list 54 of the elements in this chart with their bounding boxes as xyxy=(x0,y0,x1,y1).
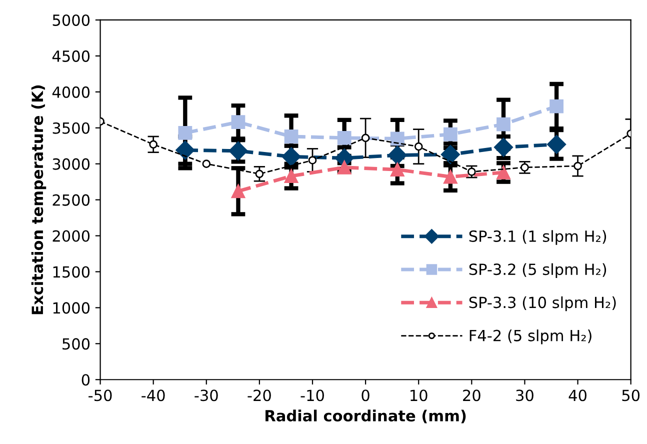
point xyxy=(390,162,404,177)
point xyxy=(388,146,407,165)
x-tick-label: -50 xyxy=(88,390,112,402)
x-tick-label: -10 xyxy=(300,390,324,402)
point xyxy=(443,170,458,184)
x-tick-label: 10 xyxy=(410,390,428,402)
y-tick-label: 3500 xyxy=(52,122,90,134)
y-tick-label: 500 xyxy=(62,338,90,350)
point xyxy=(547,134,566,154)
point xyxy=(149,140,158,149)
point xyxy=(440,144,460,164)
x-tick-label: 0 xyxy=(362,390,370,402)
x-tick-label: 50 xyxy=(622,390,640,402)
y-tick-label: 1000 xyxy=(53,302,90,314)
point xyxy=(284,130,298,144)
x-axis-title: Radial coordinate (mm) xyxy=(266,410,466,424)
point xyxy=(496,166,510,180)
point xyxy=(574,162,582,170)
point xyxy=(255,170,264,178)
y-tick-label: 3000 xyxy=(52,158,90,170)
point xyxy=(467,168,476,176)
x-tick-label: 20 xyxy=(463,390,480,402)
point xyxy=(414,142,423,151)
point xyxy=(308,156,317,164)
point xyxy=(231,184,246,198)
point xyxy=(202,160,211,168)
point xyxy=(520,163,529,172)
point xyxy=(231,115,246,130)
legend-label: F4-2 (5 slpm H₂) xyxy=(470,330,592,344)
y-tick-label: 2500 xyxy=(52,194,90,206)
legend-label: SP-3.2 (5 slpm H₂) xyxy=(469,263,606,278)
point xyxy=(284,169,298,184)
legend-label: SP-3.3 (10 slpm H₂) xyxy=(469,296,616,312)
point xyxy=(176,140,195,160)
y-tick-label: 2000 xyxy=(52,230,90,242)
point xyxy=(550,99,564,114)
y-tick-label: 4500 xyxy=(52,50,90,62)
point xyxy=(361,134,370,142)
y-axis-title: Excitation temperature (K) xyxy=(31,85,46,314)
legend-label: SP-3.1 (1 slpm H₂) xyxy=(469,230,606,245)
x-tick-label: -30 xyxy=(194,390,218,402)
y-tick-label: 0 xyxy=(82,374,90,386)
x-tick-label: -40 xyxy=(142,390,165,402)
y-tick-label: 4000 xyxy=(52,86,90,98)
y-tick-label: 1500 xyxy=(53,266,90,278)
x-tick-label: -20 xyxy=(248,390,271,402)
point xyxy=(496,117,510,132)
point xyxy=(390,132,404,146)
point xyxy=(178,126,192,140)
x-tick-label: 30 xyxy=(516,390,534,402)
y-tick-label: 5000 xyxy=(52,14,90,26)
point xyxy=(443,127,458,142)
point xyxy=(337,130,352,145)
x-tick-label: 40 xyxy=(568,390,586,402)
